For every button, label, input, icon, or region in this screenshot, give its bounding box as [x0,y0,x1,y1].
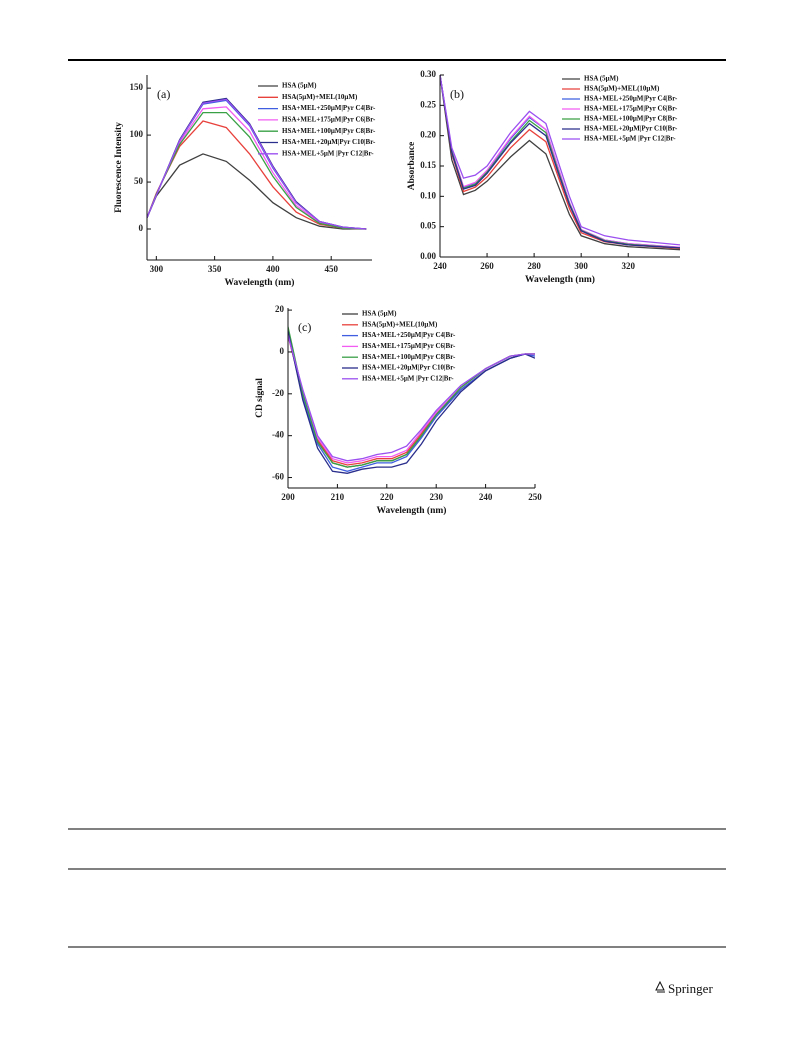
x-tick-label: 220 [380,492,394,502]
series-line [440,75,680,246]
y-tick-label: 0.15 [420,160,436,170]
y-tick-label: 0.10 [420,190,436,200]
y-tick-label: 0.00 [420,251,436,261]
series-line [440,75,680,250]
x-tick-label: 210 [331,492,345,502]
legend-label: HSA (5μM) [362,310,397,318]
legend-label: HSA+MEL+5μM |Pyr C12|Br- [362,374,454,382]
x-tick-label: 200 [281,492,295,502]
x-axis-label: Wavelength (nm) [377,505,447,516]
chart: HSA (5μM) HSA(5μM)+MEL(10μM) HSA+MEL+250μM… [255,304,542,516]
panel-label: (b) [450,87,464,101]
y-axis-label: Fluorescence Intensity [114,122,124,213]
x-tick-label: 240 [433,261,447,271]
series-line [147,153,367,230]
y-axis-label: Absorbance [407,142,417,191]
legend-label: HSA+MEL+250μM|Pyr C4|Br- [584,95,678,103]
x-tick-label: 300 [150,264,164,274]
x-tick-label: 240 [479,492,493,502]
x-tick-label: 450 [324,264,338,274]
series-line [440,75,680,249]
y-tick-label: 0 [280,346,285,356]
y-tick-label: 150 [130,82,144,92]
y-tick-label: 50 [134,176,144,186]
x-tick-label: 280 [527,261,541,271]
panel-label: (a) [157,87,170,101]
y-tick-label: 20 [275,304,285,314]
y-tick-label: -40 [272,430,284,440]
series-line [147,111,367,230]
legend-label: HSA+MEL+175μM|Pyr C6|Br- [362,342,456,350]
legend-label: HSA+MEL+20μM|Pyr C10|Br- [362,364,456,372]
publisher: Springer [668,981,713,996]
legend-label: HSA+MEL+175μM|Pyr C6|Br- [584,105,678,113]
legend-label: HSA+MEL+175μM|Pyr C6|Br- [282,116,376,124]
legend-label: HSA+MEL+100μM|Pyr C8|Br- [584,115,678,123]
panel-label: (c) [298,320,311,334]
x-axis-label: Wavelength (nm) [225,277,295,288]
legend-label: HSA (5μM) [584,75,619,83]
legend-label: HSA (5μM) [282,82,317,90]
legend-label: HSA+MEL+20μM|Pyr C10|Br- [584,125,678,133]
y-tick-label: -20 [272,388,284,398]
legend-label: HSA+MEL+5μM |Pyr C12|Br- [584,135,676,143]
x-tick-label: 230 [429,492,443,502]
series-line [288,330,535,474]
series-line [288,335,535,462]
springer-logo [655,980,665,993]
legend-label: HSA(5μM)+MEL(10μM) [584,85,660,93]
x-axis-label: Wavelength (nm) [525,274,595,285]
y-tick-label: -60 [272,472,284,482]
chart: HSA (5μM) HSA(5μM)+MEL(10μM) HSA+MEL+250μM… [407,69,680,285]
x-tick-label: 350 [208,264,222,274]
legend-label: HSA+MEL+100μM|Pyr C8|Br- [282,127,376,135]
y-tick-label: 0.25 [420,99,436,109]
series-line [440,75,680,251]
legend-label: HSA+MEL+20μM|Pyr C10|Br- [282,138,376,146]
legend-label: HSA+MEL+250μM|Pyr C4|Br- [362,331,456,339]
legend-label: HSA+MEL+100μM|Pyr C8|Br- [362,353,456,361]
y-tick-label: 0 [139,223,144,233]
x-tick-label: 400 [266,264,280,274]
x-tick-label: 250 [528,492,542,502]
y-tick-label: 0.20 [420,130,436,140]
y-tick-label: 0.30 [420,69,436,79]
chart: HSA (5μM) HSA(5μM)+MEL(10μM) HSA+MEL+250μM… [114,75,376,288]
y-axis-label: CD signal [255,378,265,418]
x-tick-label: 300 [574,261,588,271]
legend-label: HSA(5μM)+MEL(10μM) [282,93,358,101]
y-tick-label: 100 [130,129,144,139]
series-line [147,98,367,230]
legend-label: HSA(5μM)+MEL(10μM) [362,320,438,328]
series-line [147,106,367,230]
x-tick-label: 320 [621,261,635,271]
x-tick-label: 260 [480,261,494,271]
legend-label: HSA+MEL+5μM |Pyr C12|Br- [282,149,374,157]
y-tick-label: 0.05 [420,221,436,231]
legend-label: HSA+MEL+250μM|Pyr C4|Br- [282,104,376,112]
